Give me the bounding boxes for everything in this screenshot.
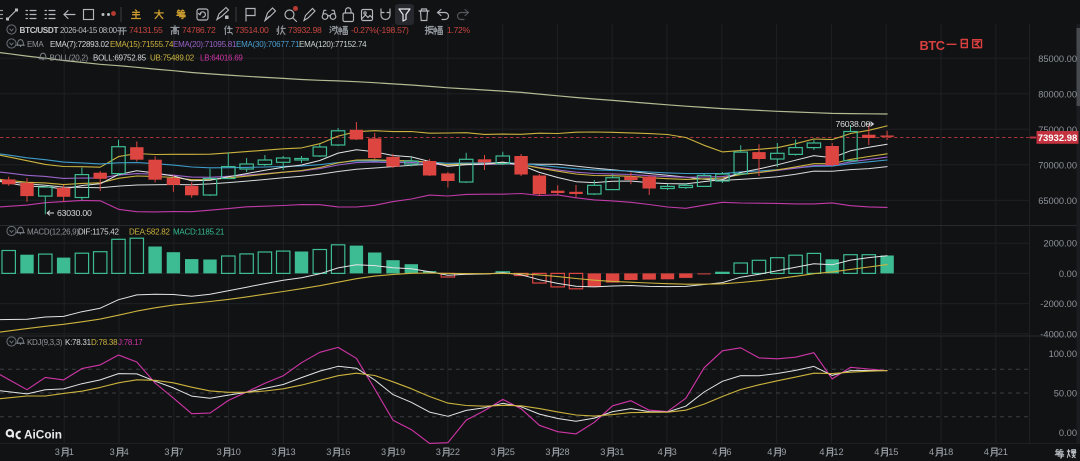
svg-text:4: 4 [712,447,717,457]
svg-text:2026-04-15 08:00: 2026-04-15 08:00 [60,26,118,35]
svg-text:13: 13 [285,447,295,457]
svg-text:BOLL(20,2): BOLL(20,2) [50,54,89,63]
svg-text:6: 6 [726,447,731,457]
svg-text:1: 1 [69,447,74,457]
svg-text:AiCoin: AiCoin [24,428,62,442]
svg-text:EMA(15):71555.74: EMA(15):71555.74 [110,40,174,49]
svg-text:3: 3 [55,447,60,457]
svg-text:100.00: 100.00 [1049,349,1077,359]
svg-text:19: 19 [395,447,405,457]
svg-text:K:78.31: K:78.31 [65,338,92,347]
svg-text:73514.00: 73514.00 [235,25,269,35]
svg-text:4: 4 [984,447,989,457]
svg-text:73932.98: 73932.98 [1038,133,1078,144]
svg-text:15: 15 [888,447,898,457]
svg-text:LB:64016.69: LB:64016.69 [200,54,243,63]
svg-text:74786.72: 74786.72 [182,25,216,35]
svg-text:4: 4 [819,447,824,457]
svg-text:16: 16 [340,447,350,457]
svg-text:3: 3 [271,447,276,457]
svg-text:EMA: EMA [27,40,44,49]
svg-text:0.00: 0.00 [1059,428,1077,438]
svg-text:-0.27%(-198.57): -0.27%(-198.57) [351,25,409,35]
svg-text:BOLL:69752.85: BOLL:69752.85 [93,54,147,63]
svg-text:EMA(30):70677.71: EMA(30):70677.71 [236,40,300,49]
svg-text:50.00: 50.00 [1054,389,1077,399]
svg-text:76038.00: 76038.00 [836,119,871,129]
svg-text:3: 3 [164,447,169,457]
svg-text:1.72%: 1.72% [447,25,471,35]
svg-text:-4000.00: -4000.00 [1040,329,1077,339]
svg-text:73932.98: 73932.98 [288,25,322,35]
svg-text:0.00: 0.00 [1059,269,1077,279]
svg-text:65000.00: 65000.00 [1038,196,1077,206]
svg-text:3: 3 [436,447,441,457]
svg-text:4: 4 [767,447,772,457]
svg-text:3: 3 [217,447,222,457]
svg-text:3: 3 [672,447,677,457]
svg-text:10: 10 [231,447,241,457]
svg-text:EMA(20):71095.81: EMA(20):71095.81 [173,40,237,49]
svg-text:3: 3 [381,447,386,457]
svg-text:MACD(12,26,9): MACD(12,26,9) [27,228,79,237]
svg-text:3: 3 [545,447,550,457]
svg-text:EMA(7):72893.02: EMA(7):72893.02 [50,40,110,49]
svg-text:31: 31 [614,447,624,457]
svg-text:75000.00: 75000.00 [1038,125,1077,135]
svg-text:EMA(120):77152.74: EMA(120):77152.74 [299,40,367,49]
svg-text:21: 21 [998,447,1008,457]
svg-text:9: 9 [781,447,786,457]
svg-text:DIF:1175.42: DIF:1175.42 [78,228,119,237]
svg-text:3: 3 [326,447,331,457]
svg-text:KDJ(9,3,3): KDJ(9,3,3) [27,338,63,347]
svg-text:3: 3 [110,447,115,457]
svg-text:DEA:582.82: DEA:582.82 [129,228,170,237]
svg-text:22: 22 [450,447,460,457]
svg-text:4: 4 [874,447,879,457]
svg-text:18: 18 [943,447,953,457]
svg-text:4: 4 [124,447,129,457]
svg-text:4: 4 [929,447,934,457]
svg-text:3: 3 [600,447,605,457]
svg-text:85000.00: 85000.00 [1038,54,1077,64]
svg-text:80000.00: 80000.00 [1038,89,1077,99]
svg-text:25: 25 [505,447,515,457]
svg-text:UB:75489.02: UB:75489.02 [150,54,195,63]
svg-text:4: 4 [658,447,663,457]
svg-text:BTC: BTC [920,38,945,53]
svg-text:28: 28 [559,447,569,457]
svg-text:3: 3 [491,447,496,457]
svg-text:D:78.38: D:78.38 [91,338,118,347]
svg-text:70000.00: 70000.00 [1038,160,1077,170]
svg-text:74131.55: 74131.55 [129,25,163,35]
svg-text:12: 12 [833,447,843,457]
svg-text:2000.00: 2000.00 [1043,239,1077,249]
svg-text:-2000.00: -2000.00 [1040,299,1077,309]
svg-text:J:78.17: J:78.17 [118,338,143,347]
svg-text:MACD:1185.21: MACD:1185.21 [173,228,225,237]
svg-text:7: 7 [178,447,183,457]
svg-text:63030.00: 63030.00 [57,208,92,218]
svg-text:BTC/USDT: BTC/USDT [20,26,59,35]
